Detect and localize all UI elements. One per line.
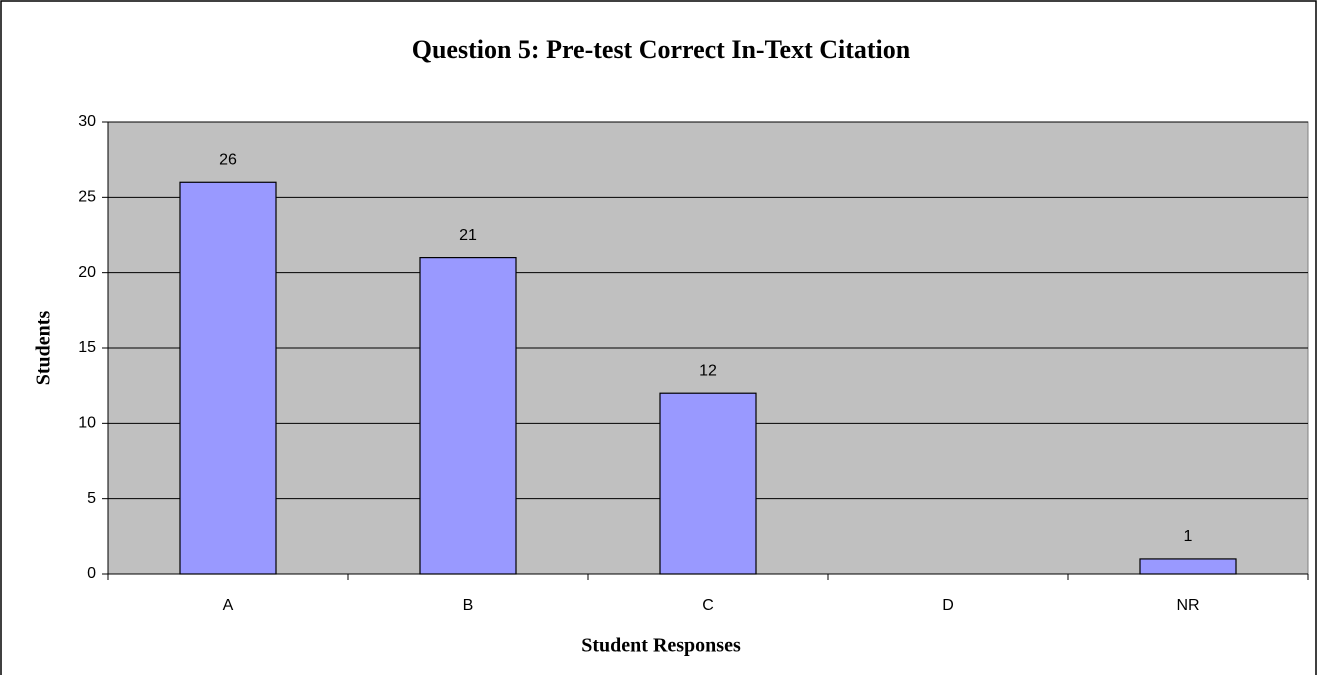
data-label: 26 — [219, 151, 237, 168]
y-tick-label: 30 — [78, 113, 96, 130]
bar — [419, 257, 517, 575]
y-tick-label: 5 — [87, 490, 96, 507]
y-tick-label: 25 — [78, 189, 96, 206]
y-tick-label: 10 — [78, 415, 96, 432]
bar — [1139, 558, 1237, 575]
data-label: 12 — [699, 362, 717, 379]
x-tick-label: B — [463, 597, 474, 614]
y-tick-label: 0 — [87, 565, 96, 582]
chart-title: Question 5: Pre-test Correct In-Text Cit… — [412, 35, 911, 64]
bar — [659, 392, 757, 575]
data-label: 1 — [1184, 528, 1193, 545]
x-axis-label: Student Responses — [581, 635, 741, 657]
x-tick-label: C — [702, 597, 714, 614]
y-axis-label: Students — [33, 311, 55, 386]
y-tick-label: 20 — [78, 264, 96, 281]
y-tick-label: 15 — [78, 339, 96, 356]
bar — [179, 181, 277, 575]
x-tick-label: D — [942, 597, 954, 614]
data-label: 21 — [459, 227, 477, 244]
x-tick-label: NR — [1176, 597, 1199, 614]
x-tick-label: A — [223, 597, 234, 614]
